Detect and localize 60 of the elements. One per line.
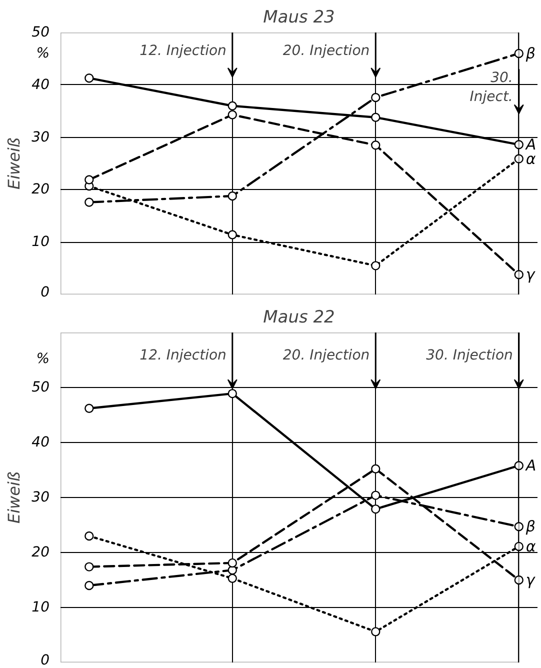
y-axis-title: Eiweiß [4, 471, 24, 524]
point [514, 270, 524, 280]
y-tick-label: 0 [40, 284, 50, 300]
point [371, 140, 380, 150]
y-tick-label: 10 [32, 234, 50, 250]
point [371, 261, 380, 270]
series-label: β [524, 44, 536, 62]
text: % [36, 350, 50, 367]
chart-title: Maus 22 [263, 308, 335, 328]
point [228, 388, 237, 398]
y-tick-label: 40 [32, 434, 50, 450]
point [84, 198, 94, 207]
point [514, 522, 524, 532]
point [84, 73, 94, 83]
annotation: 20. Injection [282, 348, 370, 364]
point [228, 101, 237, 110]
y-tick-label: 50 [32, 24, 50, 40]
point [84, 175, 94, 184]
y-tick-label: 0 [40, 652, 50, 668]
chart-title: Maus 23 [263, 8, 335, 28]
point [514, 154, 524, 164]
annotation: 12. Injection [140, 42, 226, 59]
annotation: 12. Injection [140, 348, 226, 364]
point [514, 140, 524, 150]
point [514, 575, 524, 585]
annotation: 30. Injection [426, 348, 513, 364]
y-tick-label: 50 [32, 380, 50, 396]
point [228, 574, 237, 583]
point [514, 461, 524, 470]
y-tick-label: 30 [32, 129, 50, 146]
point [371, 504, 380, 514]
y-tick-label: 20 [32, 182, 50, 198]
y-axis-title: Eiweiß [4, 137, 24, 190]
y-tick-label: 10 [32, 600, 50, 616]
series-label: α [526, 537, 536, 556]
point [371, 490, 380, 500]
point [228, 558, 237, 568]
series-label: β [524, 518, 536, 536]
point [228, 230, 237, 240]
y-tick-label: 40 [32, 76, 50, 93]
point [84, 562, 94, 572]
series-label: γ [526, 571, 536, 589]
series-label: γ [526, 266, 536, 284]
point [371, 92, 380, 102]
annotation: 20. Injection [282, 42, 370, 59]
series-label: A [524, 456, 536, 475]
point [228, 191, 237, 201]
point [84, 404, 94, 413]
y-tick-label: 30 [32, 490, 50, 506]
annotation: 30. Inject. [470, 70, 513, 106]
point [84, 531, 94, 541]
y-tick-label: 20 [32, 544, 50, 560]
point [371, 112, 380, 122]
point [371, 627, 380, 636]
text: % [36, 45, 50, 62]
point [84, 580, 94, 590]
point [228, 110, 237, 120]
point [371, 464, 380, 474]
point [514, 48, 524, 58]
point [514, 542, 524, 552]
